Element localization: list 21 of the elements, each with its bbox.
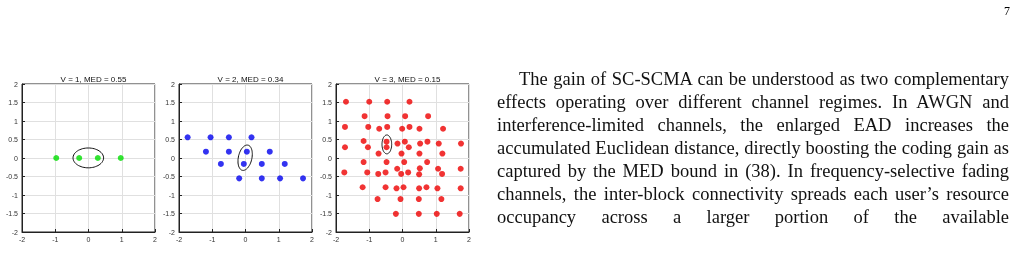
- point: [266, 148, 273, 155]
- point: [225, 134, 232, 141]
- chart-title: V = 3, MED = 0.15: [374, 74, 441, 84]
- point: [258, 160, 265, 167]
- text: 7: [1004, 4, 1010, 19]
- point: [277, 175, 284, 182]
- chart-title: V = 2, MED = 0.34: [217, 74, 284, 84]
- point: [240, 160, 247, 167]
- chart-title: V = 1, MED = 0.55: [60, 74, 127, 84]
- point: [258, 175, 265, 182]
- point: [202, 148, 209, 155]
- point: [184, 134, 191, 141]
- point: [248, 134, 255, 141]
- point: [281, 160, 288, 167]
- point: [207, 134, 214, 141]
- point: [236, 175, 243, 182]
- point: [243, 148, 250, 155]
- point: [300, 175, 307, 182]
- point: [217, 160, 224, 167]
- point: [225, 148, 232, 155]
- text: The gain of SC-SCMA can be understood as two complementary effects operating over different channel regimes. In AWGN and interference-limited channels, the enlarged EAD increases the accumulated Euclidean distance, directly boosting the coding gain as captured by the MED bound in (38). In frequency-selective fading channels, the inter-block connectivity spreads each user’s resource occupancy across a larger portion of the available: [497, 68, 1009, 229]
